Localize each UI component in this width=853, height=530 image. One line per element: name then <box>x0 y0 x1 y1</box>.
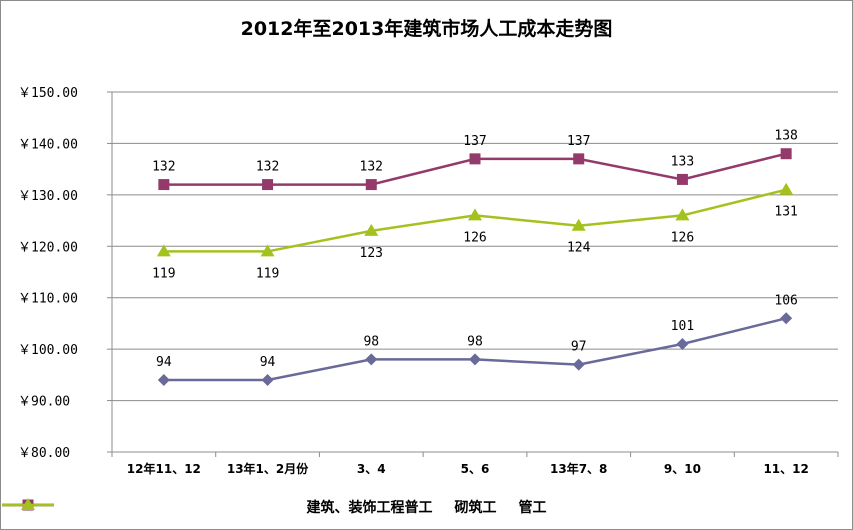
data-label: 138 <box>774 129 797 144</box>
data-label: 123 <box>360 246 383 261</box>
legend-item: 建筑、装饰工程普工 <box>2 497 433 517</box>
y-axis-ticks: ￥80.00 ￥90.00 ￥100.00 ￥110.00 ￥120.00 ￥130.00… <box>18 86 78 461</box>
x-tick-label: 9、10 <box>664 462 701 476</box>
series-1: 132 132 132 137 137 133 138 <box>152 129 798 191</box>
x-axis-ticks: 12年11、12 13年1、2月份 3、4 5、6 13年7、8 9、10 11、12 <box>127 461 809 476</box>
plot-area: 94 94 98 98 97 101 106 132 132 132 137 137 133 138 119… <box>152 129 798 386</box>
data-label: 137 <box>567 134 590 149</box>
data-label: 132 <box>152 160 175 175</box>
chart-title: 2012年至2013年建筑市场人工成本走势图 <box>240 18 613 40</box>
data-label: 101 <box>671 319 694 334</box>
triangle-marker <box>571 218 586 231</box>
y-tick-label: ￥120.00 <box>18 240 78 255</box>
y-tick-label: ￥100.00 <box>18 343 78 358</box>
triangle-marker <box>779 182 794 195</box>
diamond-marker <box>261 374 274 386</box>
x-tick-label: 5、6 <box>461 462 490 476</box>
square-marker <box>469 153 481 165</box>
square-marker <box>676 173 688 185</box>
data-label: 137 <box>463 134 486 149</box>
triangle-marker <box>675 208 690 221</box>
diamond-marker <box>365 353 378 366</box>
data-label: 98 <box>363 334 379 349</box>
triangle-marker <box>21 498 35 510</box>
legend-swatch <box>2 498 54 510</box>
y-tick-label: ￥80.00 <box>18 446 70 461</box>
grid-lines <box>107 91 839 457</box>
diamond-marker <box>780 312 793 325</box>
data-label: 124 <box>567 241 591 256</box>
x-tick-label: 3、4 <box>357 462 386 476</box>
diamond-marker <box>676 338 689 350</box>
y-tick-label: ￥130.00 <box>18 189 78 204</box>
data-label: 126 <box>671 230 694 245</box>
data-label: 119 <box>256 266 279 281</box>
series-2: 119 119 123 126 124 126 131 <box>152 182 798 281</box>
data-label: 98 <box>467 334 483 349</box>
diamond-marker <box>572 358 585 371</box>
diamond-marker <box>469 353 481 366</box>
y-tick-label: ￥110.00 <box>18 292 78 307</box>
legend-label: 建筑、装饰工程普工 <box>306 500 433 516</box>
data-label: 106 <box>774 293 797 308</box>
square-marker <box>780 148 792 160</box>
data-label: 94 <box>156 355 172 370</box>
square-marker <box>262 179 274 191</box>
data-label: 119 <box>152 266 175 281</box>
triangle-marker <box>260 244 275 257</box>
square-marker <box>158 179 170 191</box>
data-label: 132 <box>360 160 383 175</box>
legend: 建筑、装饰工程普工 砌筑工 管工 <box>0 497 853 517</box>
legend-label: 砌筑工 <box>454 500 497 516</box>
legend-label: 管工 <box>518 500 547 516</box>
data-label: 132 <box>256 160 279 175</box>
series-0: 94 94 98 98 97 101 106 <box>156 293 798 386</box>
square-marker <box>365 179 377 191</box>
data-label: 97 <box>571 340 587 355</box>
x-tick-label: 11、12 <box>763 462 808 476</box>
x-tick-label: 13年7、8 <box>550 461 607 476</box>
x-tick-label: 13年1、2月份 <box>227 461 309 476</box>
data-label: 131 <box>774 205 797 220</box>
triangle-marker <box>364 223 379 236</box>
diamond-marker <box>157 374 170 386</box>
y-tick-label: ￥140.00 <box>18 137 78 152</box>
y-tick-label: ￥150.00 <box>18 86 78 101</box>
legend-item: 砌筑工 <box>2 497 497 517</box>
data-label: 94 <box>260 355 276 370</box>
triangle-marker <box>468 208 482 221</box>
square-marker <box>573 153 585 165</box>
data-label: 133 <box>671 154 694 169</box>
legend-item: 管工 <box>2 497 547 517</box>
triangle-marker <box>156 244 171 257</box>
y-tick-label: ￥90.00 <box>18 395 70 410</box>
x-tick-label: 12年11、12 <box>127 461 201 476</box>
data-label: 126 <box>463 230 486 245</box>
